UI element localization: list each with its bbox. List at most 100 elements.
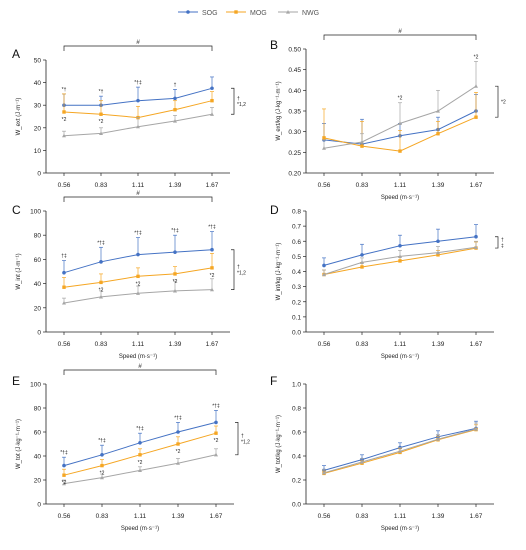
- y-tick-label: 0.1: [292, 314, 301, 321]
- data-point: [62, 473, 66, 477]
- data-point: [474, 234, 478, 239]
- panel-letter: A: [12, 47, 20, 61]
- significance-mark: *†‡: [134, 80, 142, 86]
- data-point: [138, 453, 142, 457]
- y-tick-label: 40: [34, 454, 42, 461]
- panel-B: B 0.20 0.25 0.30 0.35 0.40 0.45 0.50 0.56 0.83 1.1…: [270, 28, 506, 201]
- y-tick-label: 0.4: [292, 454, 301, 461]
- group-significance-label: *1,2: [241, 440, 250, 446]
- data-point: [474, 245, 478, 249]
- x-tick-label: 0.83: [356, 341, 369, 348]
- data-point: [436, 109, 440, 113]
- data-point: [99, 112, 103, 116]
- data-point: [214, 431, 218, 435]
- legend-marker-nwg: [286, 10, 290, 14]
- panel-F: F 0.0 0.2 0.4 0.6 0.8 1.0 0.56 0.83 1.11 1.39 1.67 S…: [270, 374, 494, 532]
- data-point: [398, 449, 402, 453]
- significance-bracket: [63, 196, 213, 202]
- y-axis-label: W_ext/kg (J·kg⁻¹·m⁻¹): [276, 81, 282, 140]
- significance-mark: *2: [138, 460, 143, 466]
- series-nwg: [322, 240, 478, 277]
- x-tick-label: 1.67: [206, 182, 219, 189]
- x-axis-label: Speed (m·s⁻¹): [381, 195, 419, 201]
- y-tick-label: 0.35: [288, 109, 301, 116]
- data-point: [360, 260, 364, 265]
- data-point: [173, 250, 177, 254]
- y-tick-label: 0.2: [292, 478, 301, 485]
- data-point: [214, 452, 218, 457]
- y-axis-label: W_ext (J·m⁻¹): [16, 98, 22, 136]
- data-point: [100, 453, 104, 457]
- y-axis-label: W_int (J·m⁻¹): [16, 253, 22, 289]
- data-point: [360, 265, 364, 269]
- x-tick-label: 1.67: [470, 182, 483, 189]
- data-point: [322, 136, 326, 140]
- legend-marker-mog: [234, 10, 238, 14]
- significance-mark: *†: [99, 89, 104, 95]
- y-tick-label: 0.8: [292, 406, 301, 413]
- significance-mark: *2: [99, 119, 104, 125]
- y-tick-label: 1.0: [292, 382, 301, 389]
- data-point: [360, 140, 364, 144]
- significance-mark: *†‡: [136, 426, 144, 432]
- data-point: [62, 481, 66, 486]
- y-tick-label: 0: [37, 502, 41, 509]
- significance-bracket-label: #: [138, 363, 142, 370]
- data-point: [210, 98, 214, 103]
- x-tick-label: 1.11: [394, 341, 407, 348]
- group-significance-label: †: [237, 96, 240, 102]
- data-point: [62, 300, 66, 305]
- y-tick-label: 100: [30, 209, 41, 216]
- group-significance-label: †: [241, 434, 244, 440]
- y-tick-label: 20: [34, 305, 42, 312]
- data-point: [474, 84, 478, 88]
- significance-mark: *2: [176, 449, 181, 455]
- y-tick-label: 0.2: [292, 299, 301, 306]
- data-point: [398, 243, 402, 248]
- panel-letter: B: [270, 38, 278, 52]
- data-point: [322, 272, 326, 277]
- y-tick-label: 40: [34, 80, 42, 87]
- x-tick-label: 0.56: [58, 182, 71, 189]
- data-point: [136, 98, 140, 103]
- y-tick-label: 60: [34, 430, 42, 437]
- group-bracket: [495, 85, 499, 118]
- significance-bracket: [63, 369, 217, 375]
- data-point: [322, 263, 326, 268]
- legend-label-sog: SOG: [202, 10, 218, 17]
- data-point: [173, 108, 177, 112]
- panel-C: C 0 20 40 60 80 100 0.56 0.83 1.11 1.39 1.67 Speed (…: [12, 190, 246, 360]
- panel-D: D 0.0 0.1 0.2 0.3 0.4 0.5 0.6 0.7 0.8 0.56 0.83 1.11…: [270, 203, 504, 360]
- data-point: [62, 463, 66, 468]
- series-sog: [322, 224, 478, 268]
- significance-mark: *†‡: [98, 438, 106, 444]
- data-point: [360, 144, 364, 148]
- x-tick-label: 0.83: [356, 182, 369, 189]
- x-tick-label: 0.56: [318, 341, 331, 348]
- group-significance-label: †: [237, 265, 240, 271]
- significance-mark: *†‡: [134, 231, 142, 237]
- data-point: [398, 149, 402, 153]
- x-tick-label: 0.56: [318, 182, 331, 189]
- data-point: [138, 441, 142, 445]
- data-point: [214, 420, 218, 425]
- series-nwg: [322, 61, 478, 150]
- y-tick-label: 80: [34, 233, 42, 240]
- data-point: [100, 475, 104, 480]
- data-point: [436, 239, 440, 244]
- y-tick-label: 0.3: [292, 284, 301, 291]
- y-tick-label: 30: [34, 103, 42, 110]
- y-tick-label: 0.6: [292, 239, 301, 246]
- y-tick-label: 10: [34, 148, 42, 155]
- y-tick-label: 0: [37, 330, 41, 337]
- data-point: [99, 131, 103, 136]
- y-tick-label: 0.4: [292, 269, 301, 276]
- significance-mark: *2: [173, 279, 178, 285]
- x-axis-label: Speed (m·s⁻¹): [119, 354, 157, 360]
- group-bracket: [495, 236, 499, 249]
- x-tick-label: 1.11: [132, 182, 145, 189]
- significance-mark: *†‡: [208, 225, 216, 231]
- legend-marker-sog: [186, 10, 190, 14]
- data-point: [62, 110, 66, 114]
- series-nwg: [62, 107, 214, 138]
